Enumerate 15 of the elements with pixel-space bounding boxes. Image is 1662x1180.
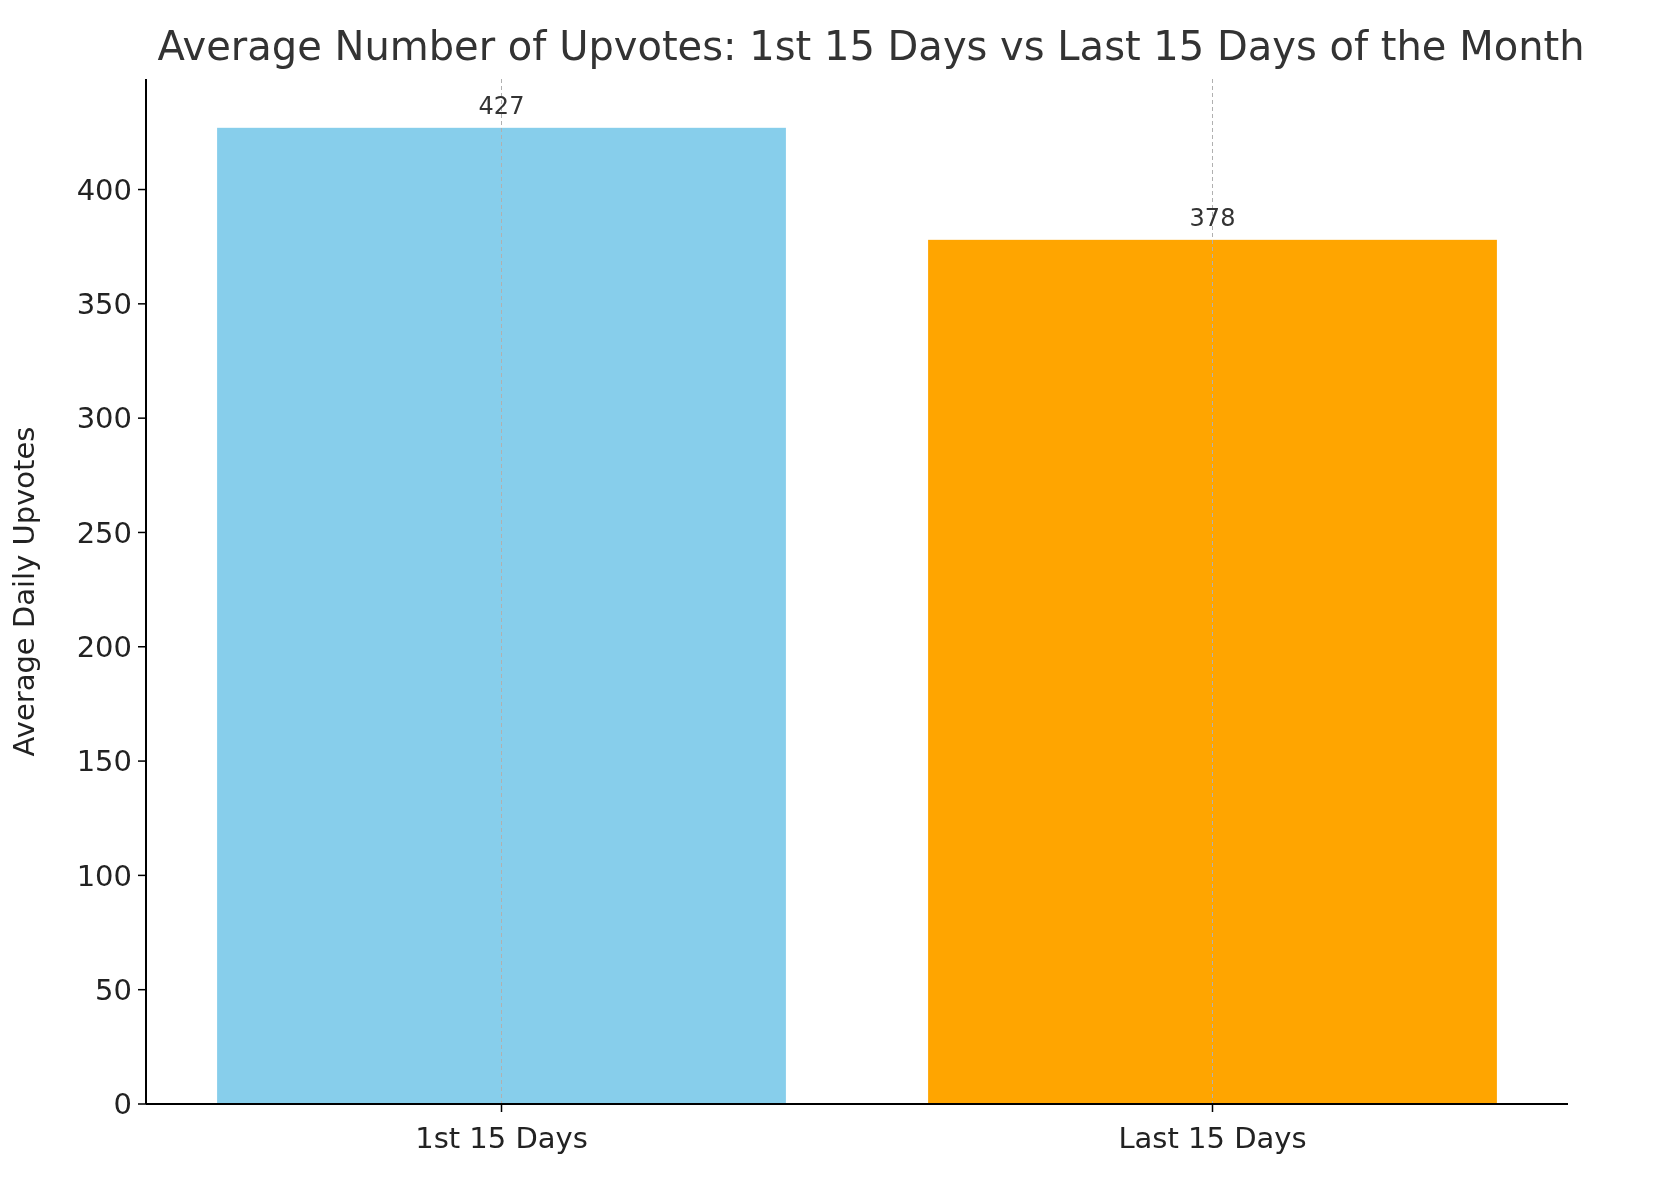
y-axis-title: Average Daily Upvotes: [7, 426, 41, 757]
data-label: 378: [1189, 203, 1236, 232]
chart-title: Average Number of Upvotes: 1st 15 Days vs Last 15 Days of the Month: [157, 23, 1585, 69]
x-tick-label: 1st 15 Days: [415, 1121, 588, 1155]
y-tick-label: 300: [76, 401, 132, 436]
data-label: 427: [478, 91, 525, 120]
y-tick-label: 200: [76, 629, 132, 664]
y-tick-label: 350: [76, 286, 132, 321]
y-tick-label: 250: [76, 515, 132, 550]
x-tick-label: Last 15 Days: [1118, 1121, 1307, 1155]
y-tick-label: 50: [95, 972, 132, 1007]
y-tick-label: 0: [113, 1087, 132, 1122]
y-tick-label: 100: [76, 858, 132, 893]
y-tick-label: 150: [76, 744, 132, 779]
y-tick-label: 400: [76, 172, 132, 207]
